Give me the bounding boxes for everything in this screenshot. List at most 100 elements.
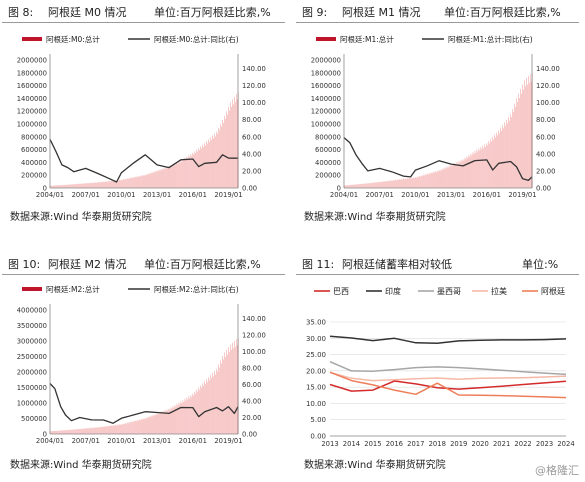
bar <box>140 175 142 188</box>
bar <box>528 76 529 188</box>
y-left-tick-label: 0 <box>43 431 47 439</box>
bar <box>461 161 463 188</box>
bar <box>196 149 198 188</box>
bar <box>131 178 133 188</box>
x-tick-label: 2010/01 <box>107 437 135 445</box>
bar <box>139 176 141 188</box>
figure-10-panel: 图 10: 阿根廷 M2 情况 单位:百万阿根廷比索,% 阿根廷:M2:总计 阿根… <box>2 256 285 478</box>
bar <box>426 173 428 188</box>
bar <box>132 420 134 434</box>
x-tick-label: 2013/01 <box>143 191 171 199</box>
y-left-tick-label: 400000 <box>315 159 341 167</box>
bar <box>141 419 143 434</box>
bar <box>98 182 99 188</box>
bar <box>80 429 82 434</box>
bar <box>224 115 225 188</box>
bar <box>236 339 237 434</box>
bar <box>119 180 121 188</box>
bar <box>189 398 191 434</box>
bar <box>164 167 166 188</box>
bar <box>521 93 522 188</box>
bar <box>141 176 143 188</box>
bar <box>153 172 155 188</box>
bar <box>71 184 73 188</box>
bar <box>225 356 226 434</box>
y-left-tick-label: 400000 <box>21 159 47 167</box>
bar <box>91 182 92 188</box>
bar <box>207 143 208 188</box>
bar <box>228 106 229 188</box>
bar <box>128 177 130 188</box>
bar <box>70 184 72 188</box>
bar <box>154 414 156 434</box>
bar <box>429 173 431 188</box>
bar <box>233 104 234 188</box>
bar <box>475 152 477 188</box>
bar <box>508 117 509 188</box>
bar <box>107 425 108 434</box>
bar <box>181 403 183 434</box>
bar <box>99 426 100 434</box>
bar <box>510 114 511 188</box>
bar <box>110 426 111 434</box>
bar <box>175 164 177 188</box>
bar <box>214 370 215 434</box>
bar <box>101 181 102 188</box>
bar <box>218 127 219 188</box>
bar <box>52 185 54 188</box>
bar <box>102 427 103 434</box>
bar <box>196 389 198 434</box>
bar <box>349 184 351 188</box>
bar <box>456 161 458 188</box>
bar <box>452 163 454 188</box>
bar <box>77 428 79 434</box>
bar <box>502 125 503 188</box>
y-left-tick-label: 1800000 <box>17 69 47 77</box>
bar <box>90 428 91 434</box>
bar <box>514 103 515 188</box>
bar <box>100 427 101 434</box>
bar <box>509 120 510 188</box>
bar <box>173 407 175 434</box>
bar <box>120 424 122 434</box>
bar <box>164 410 166 434</box>
y-left-tick-label: 4000000 <box>17 307 47 315</box>
bar <box>111 180 112 188</box>
x-tick-label: 2007/01 <box>366 191 394 199</box>
y-tick-label: 20.00 <box>306 367 326 375</box>
bar <box>233 348 234 434</box>
bar <box>162 410 164 434</box>
bar <box>123 179 125 188</box>
y-left-tick-label: 2000000 <box>311 57 341 65</box>
bar <box>208 377 209 434</box>
bar <box>358 184 360 188</box>
bar <box>112 425 113 434</box>
figure-8-header: 图 8: 阿根廷 M0 情况 单位:百万阿根廷比索,% <box>2 4 285 23</box>
figure-9-title: 阿根廷 M1 情况 <box>342 6 421 19</box>
bar <box>140 418 142 434</box>
bar <box>458 161 460 188</box>
y-right-tick-label: 60.00 <box>242 381 261 389</box>
bar <box>435 172 437 188</box>
bar <box>503 128 504 188</box>
y-right-tick-label: 120.00 <box>242 82 266 90</box>
bar <box>136 419 138 434</box>
bar <box>159 170 161 188</box>
y-left-tick-label: 1500000 <box>17 384 47 392</box>
x-tick-label: 2022 <box>514 440 531 448</box>
bar-series <box>49 337 239 434</box>
yoy-line <box>49 139 239 183</box>
bar <box>191 155 193 188</box>
bar <box>366 183 368 188</box>
bar <box>348 185 350 188</box>
bar <box>232 99 233 188</box>
bar <box>365 183 367 188</box>
bar <box>216 131 217 188</box>
bar <box>102 182 103 188</box>
bar <box>437 171 439 188</box>
bar <box>344 185 346 188</box>
bar <box>219 367 220 434</box>
y-left-tick-label: 1600000 <box>17 82 47 90</box>
bar <box>490 138 492 188</box>
bar <box>89 427 90 434</box>
